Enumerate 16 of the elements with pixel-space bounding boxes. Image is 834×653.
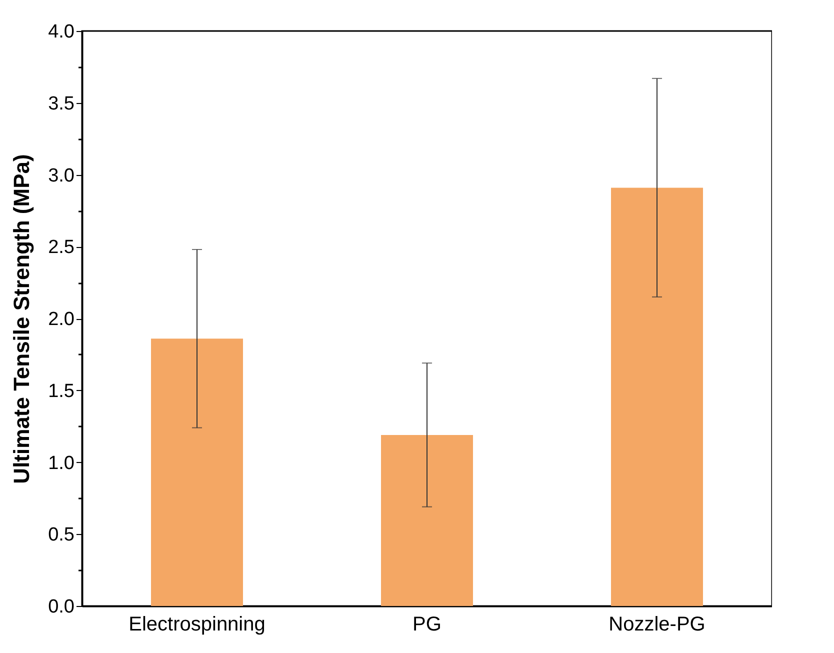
x-tick-label: Nozzle-PG — [608, 614, 706, 636]
bar — [611, 188, 703, 606]
x-tick-label: PG — [412, 614, 442, 636]
y-tick-label: 2.5 — [48, 237, 74, 258]
y-tick-label: 1.0 — [48, 452, 74, 474]
bar — [381, 434, 473, 606]
y-tick-label: 2.0 — [48, 309, 74, 330]
y-axis-title: Ultimate Tensile Strength (MPa) — [9, 154, 34, 484]
y-tick-label: 3.5 — [48, 93, 74, 114]
y-tick-label: 4.0 — [48, 22, 74, 42]
bar — [151, 338, 243, 606]
y-tick-label: 1.5 — [48, 380, 74, 402]
y-tick-label: 3.0 — [48, 165, 74, 186]
y-tick-label: 0.0 — [48, 596, 74, 618]
y-tick-label: 0.5 — [48, 524, 74, 546]
x-tick-label: Electrospinning — [128, 614, 266, 636]
